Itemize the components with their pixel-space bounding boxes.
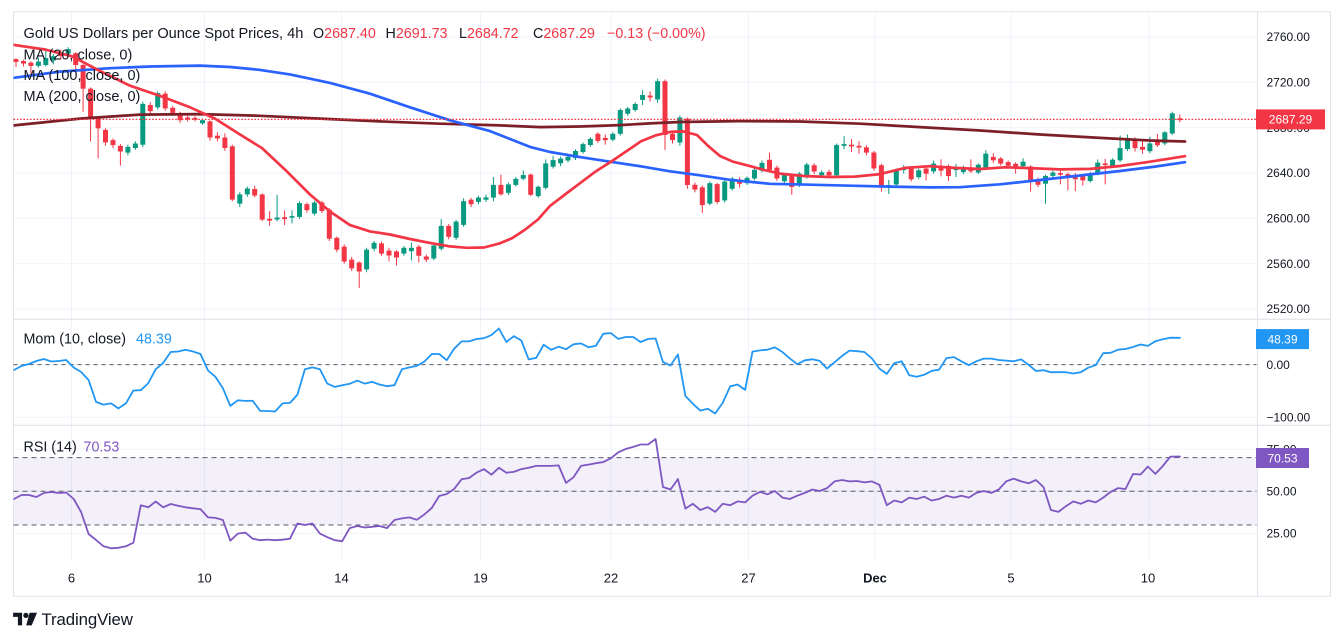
svg-text:10: 10	[1141, 571, 1155, 586]
svg-text:MA (100, close, 0): MA (100, close, 0)	[24, 68, 141, 84]
svg-text:2760.00: 2760.00	[1267, 30, 1311, 44]
svg-text:Dec: Dec	[863, 571, 887, 586]
svg-text:H2691.73: H2691.73	[386, 26, 448, 42]
svg-text:O2687.40: O2687.40	[313, 26, 376, 42]
svg-text:Gold US Dollars per Ounce Spot: Gold US Dollars per Ounce Spot Prices, 4…	[24, 26, 304, 42]
svg-text:10: 10	[197, 571, 211, 586]
svg-text:−0.13 (−0.00%): −0.13 (−0.00%)	[607, 26, 706, 42]
svg-text:MA (200, close, 0): MA (200, close, 0)	[24, 89, 141, 105]
svg-text:22: 22	[604, 571, 618, 586]
svg-text:2600.00: 2600.00	[1267, 212, 1311, 226]
svg-text:50.00: 50.00	[1267, 485, 1297, 499]
svg-text:2640.00: 2640.00	[1267, 166, 1311, 180]
svg-text:19: 19	[473, 571, 487, 586]
svg-text:C2687.29: C2687.29	[533, 26, 595, 42]
svg-text:5: 5	[1007, 571, 1014, 586]
svg-text:MA (20, close, 0): MA (20, close, 0)	[24, 47, 133, 63]
svg-text:2720.00: 2720.00	[1267, 76, 1311, 90]
svg-text:2560.00: 2560.00	[1267, 257, 1311, 271]
svg-text:RSI (14)70.53: RSI (14) 70.53	[24, 439, 120, 455]
svg-text:27: 27	[741, 571, 755, 586]
svg-text:TradingView: TradingView	[42, 610, 134, 629]
svg-text:Mom (10, close)48.39: Mom (10, close) 48.39	[24, 331, 172, 347]
svg-text:2520.00: 2520.00	[1267, 302, 1311, 316]
svg-text:0.00: 0.00	[1267, 358, 1291, 372]
svg-text:70.53: 70.53	[1267, 451, 1297, 465]
svg-text:48.39: 48.39	[1267, 332, 1297, 346]
svg-text:6: 6	[68, 571, 75, 586]
svg-text:L2684.72: L2684.72	[459, 26, 519, 42]
svg-text:−100.00: −100.00	[1267, 411, 1311, 425]
svg-text:14: 14	[334, 571, 348, 586]
svg-text:25.00: 25.00	[1267, 527, 1297, 541]
svg-text:2687.29: 2687.29	[1269, 113, 1313, 127]
